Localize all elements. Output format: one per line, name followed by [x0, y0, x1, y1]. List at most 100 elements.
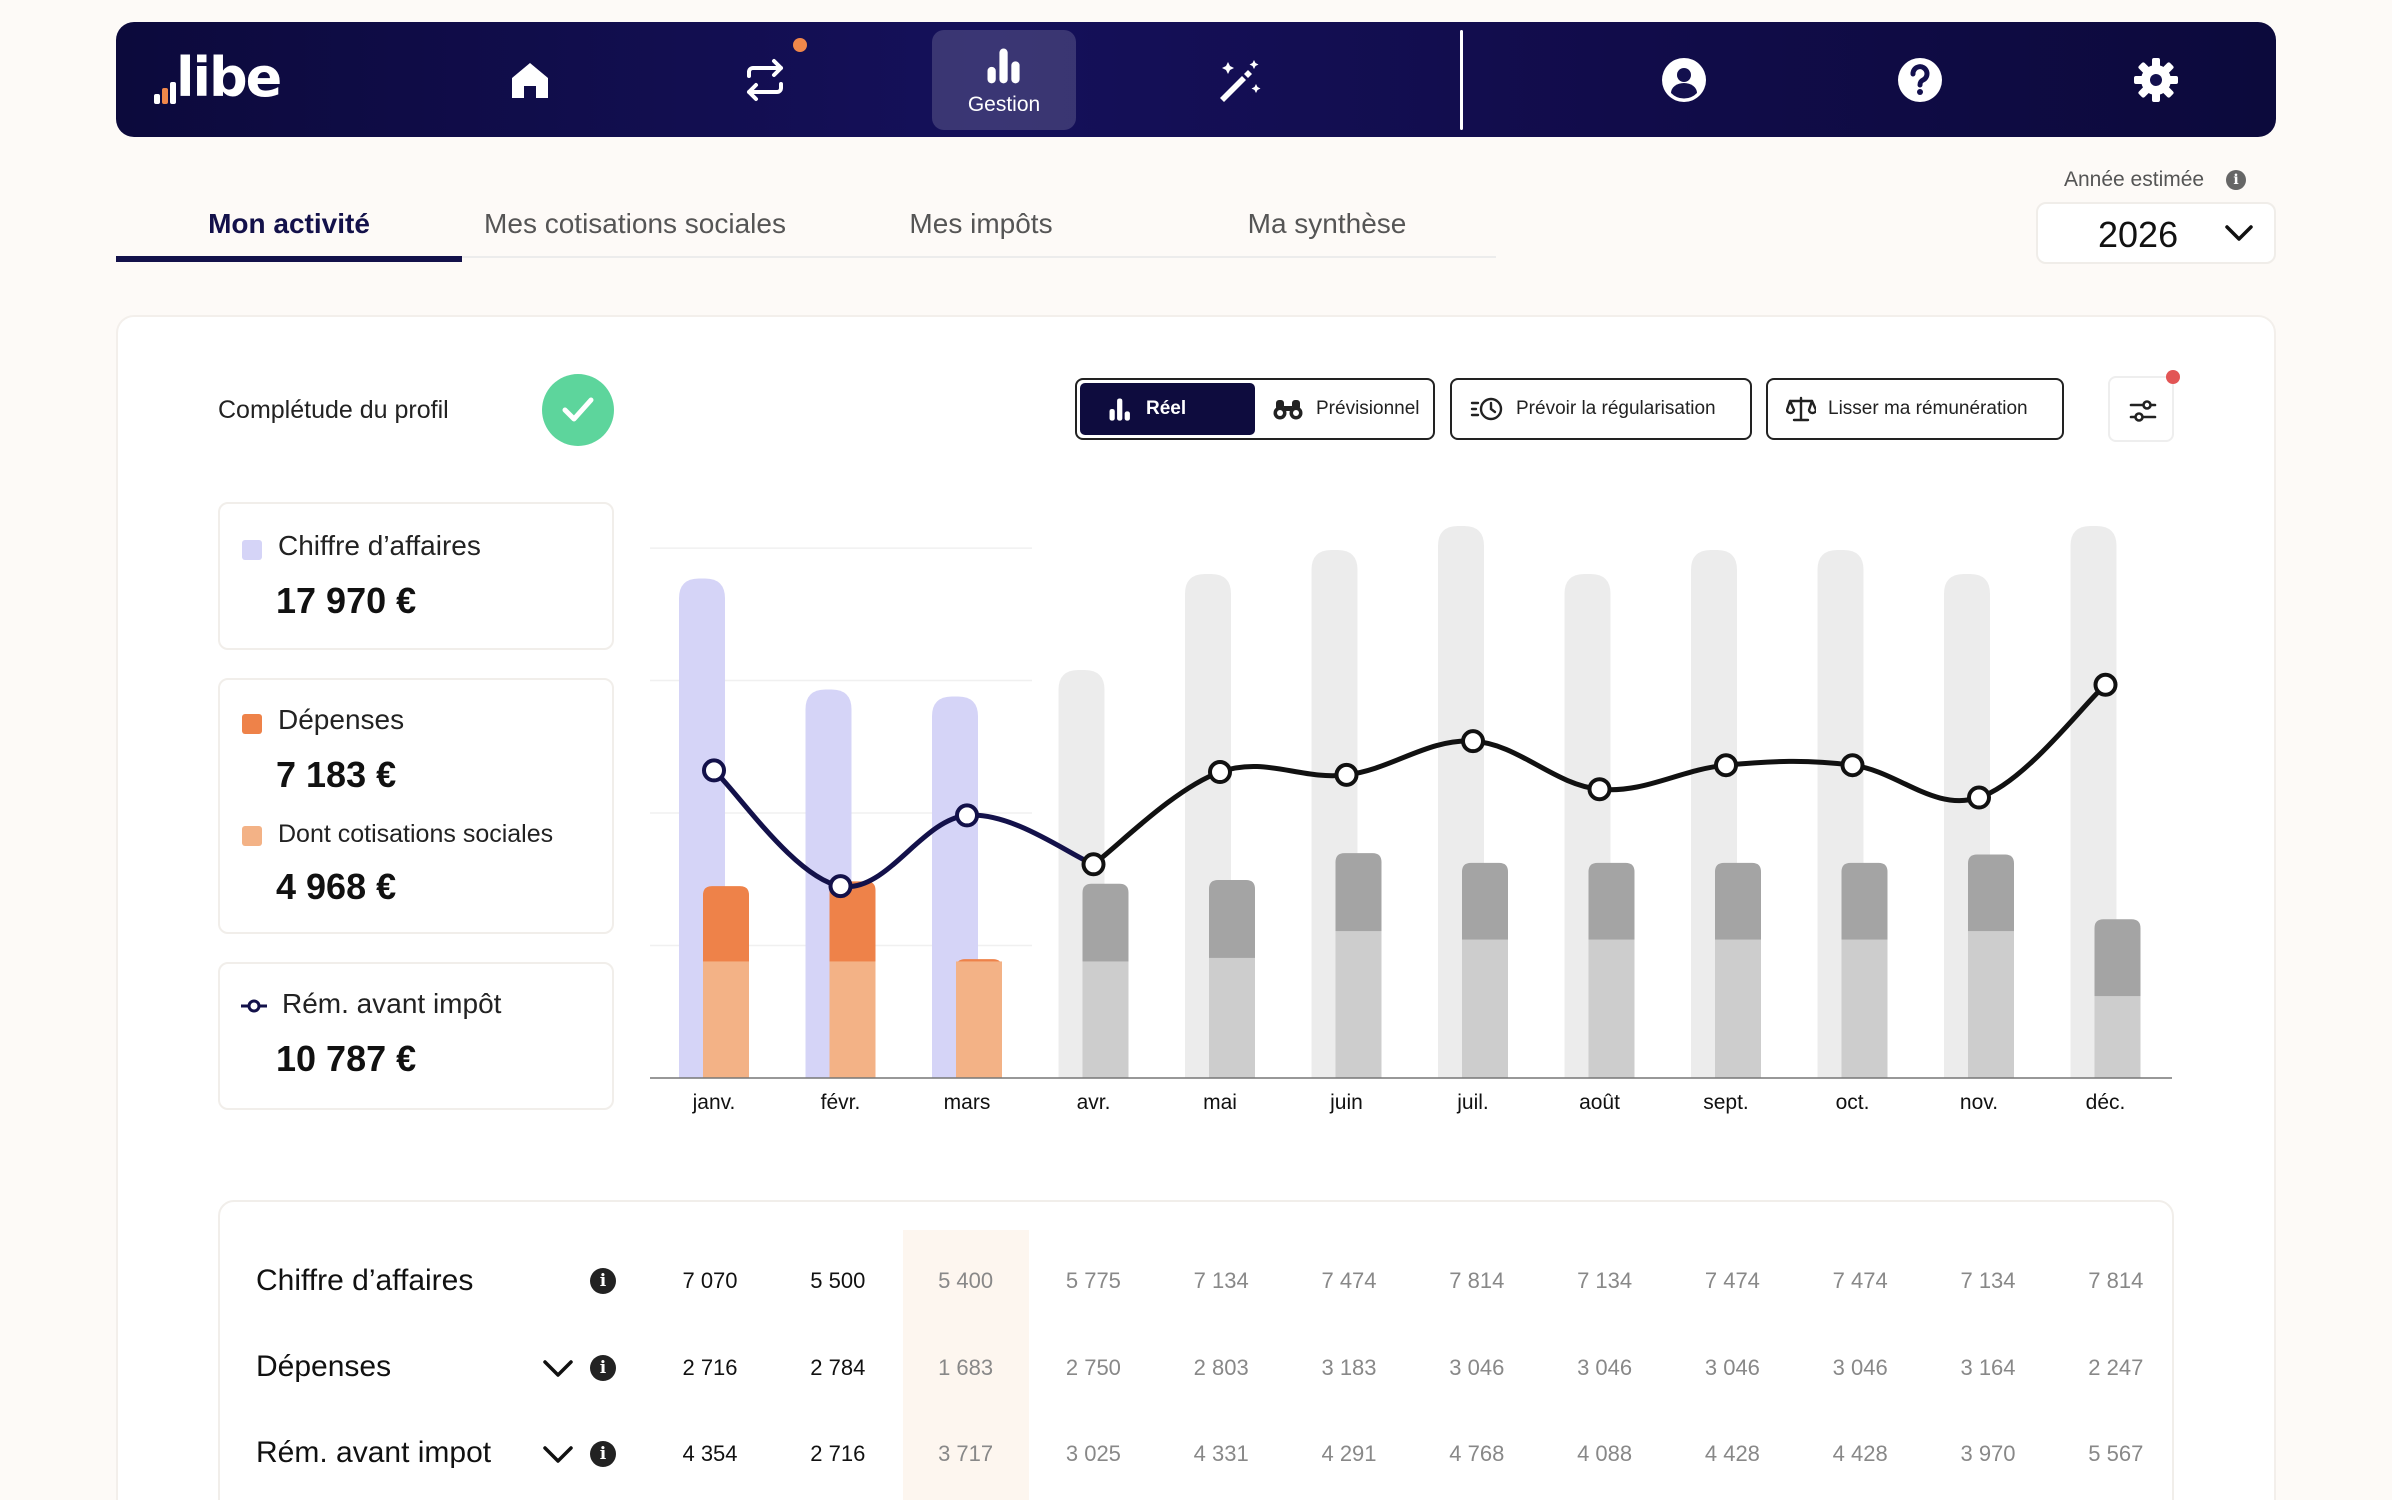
cotisations-legend-swatch	[242, 826, 262, 846]
lisser-remuneration-button[interactable]: Lisser ma rémunération	[1766, 378, 2064, 440]
table-cell: 7 474	[1832, 1268, 1888, 1293]
row-label-depenses: Dépenses	[256, 1350, 392, 1383]
ca-label: Chiffre d’affaires	[278, 530, 481, 561]
lisser-label: Lisser ma rémunération	[1828, 398, 2028, 419]
table-cell: 7 474	[1704, 1268, 1760, 1293]
nav-settings-button[interactable]	[2084, 30, 2228, 130]
month-tick-label: janv.	[692, 1091, 736, 1114]
reel-label: Réel	[1146, 398, 1187, 419]
tab-mes-impots[interactable]: Mes impôts	[909, 208, 1053, 239]
month-tick-label: août	[1579, 1091, 1620, 1114]
previsionnel-button[interactable]: Prévisionnel	[1262, 383, 1432, 435]
month-tick-label: mars	[944, 1091, 991, 1114]
cotisations-bar	[1462, 939, 1508, 1078]
nav-transactions-button[interactable]	[693, 30, 837, 130]
bar-chart-icon	[987, 48, 1020, 84]
table-cell: 4 428	[1704, 1441, 1760, 1466]
remuneration-point	[1334, 762, 1359, 787]
table-cell: 3 046	[1449, 1355, 1505, 1380]
table-cell: 4 331	[1193, 1441, 1249, 1466]
table-cell: 4 428	[1832, 1441, 1888, 1466]
table-cell: 7 134	[1193, 1268, 1249, 1293]
chevron-down-icon[interactable]	[542, 1444, 574, 1466]
table-cell: 5 775	[1065, 1268, 1121, 1293]
month-tick-label: avr.	[1077, 1091, 1111, 1114]
table-cell: 4 088	[1577, 1441, 1633, 1466]
month-tick-label: juil.	[1456, 1091, 1489, 1114]
nav-divider	[1460, 30, 1463, 130]
view-mode-toggle: Réel Prévisionnel	[1075, 378, 1435, 440]
gear-icon	[2134, 58, 2178, 102]
previsionnel-label: Prévisionnel	[1316, 398, 1420, 419]
rem-value: 10 787 €	[276, 1038, 417, 1079]
cotisations-label: Dont cotisations sociales	[278, 820, 554, 848]
nav-help-button[interactable]	[1848, 30, 1992, 130]
remuneration-point	[955, 803, 979, 828]
info-icon[interactable]: i	[590, 1268, 616, 1294]
tab-mon-activite[interactable]: Mon activité	[116, 190, 462, 262]
table-cell: 4 291	[1321, 1441, 1377, 1466]
cotisations-value: 4 968 €	[276, 866, 397, 907]
cotisations-bar	[1715, 939, 1761, 1078]
table-cell: 7 134	[1577, 1268, 1633, 1293]
table-cell: 3 046	[1832, 1355, 1888, 1380]
month-tick-label: déc.	[2086, 1091, 2126, 1114]
row-label-chiffre-affaires: Chiffre d’affaires	[256, 1264, 474, 1297]
table-cell: 4 354	[682, 1441, 738, 1466]
chevron-down-icon	[2225, 225, 2253, 241]
cotisations-bar	[2094, 996, 2141, 1078]
row-label-remuneration: Rém. avant impot	[256, 1436, 492, 1469]
cotisations-bar	[1588, 939, 1635, 1078]
transfer-arrows-icon	[747, 59, 783, 101]
filter-settings-button[interactable]	[2108, 376, 2174, 442]
profile-completion-label: Complétude du profil	[218, 396, 449, 424]
info-icon[interactable]: i	[2226, 170, 2246, 190]
rem-label: Rém. avant impôt	[282, 988, 502, 1019]
logo-bars-icon	[154, 80, 184, 104]
cotisations-bar	[1335, 931, 1382, 1078]
remuneration-point	[828, 874, 853, 899]
table-cell: 5 400	[938, 1268, 994, 1293]
regularisation-label: Prévoir la régularisation	[1516, 398, 1716, 419]
table-cell: 2 716	[682, 1355, 738, 1380]
table-cell: 3 717	[938, 1441, 994, 1466]
month-tick-label: oct.	[1836, 1091, 1870, 1114]
reel-button[interactable]: Réel	[1080, 383, 1255, 435]
month-tick-label: juin	[1329, 1091, 1363, 1114]
cotisations-bar	[1841, 939, 1888, 1078]
nav-magic-button[interactable]	[1166, 30, 1310, 130]
cotisations-bar	[829, 961, 876, 1078]
remuneration-line-real	[712, 768, 1095, 890]
remuneration-point	[1208, 760, 1232, 785]
table-cell: 7 474	[1321, 1268, 1377, 1293]
list-clock-icon	[1470, 397, 1503, 421]
tab-ma-synthese[interactable]: Ma synthèse	[1247, 208, 1407, 239]
top-navigation: libe Gestion	[116, 22, 2276, 137]
table-cell: 3 025	[1065, 1441, 1121, 1466]
tab-mes-cotisations[interactable]: Mes cotisations sociales	[484, 208, 786, 239]
nav-home-button[interactable]	[458, 30, 602, 130]
nav-account-button[interactable]	[1612, 30, 1756, 130]
table-cell: 3 046	[1577, 1355, 1633, 1380]
table-cell: 1 683	[938, 1355, 994, 1380]
remuneration-point	[1081, 852, 1106, 877]
table-cell: 3 046	[1704, 1355, 1760, 1380]
remuneration-point	[1461, 729, 1485, 754]
cotisations-bar	[1082, 961, 1129, 1078]
remuneration-point	[1840, 753, 1865, 778]
ca-legend-swatch	[242, 540, 262, 560]
nav-gestion-label: Gestion	[967, 93, 1041, 116]
nav-gestion-button[interactable]: Gestion	[932, 30, 1076, 130]
prevoir-regularisation-button[interactable]: Prévoir la régularisation	[1450, 378, 1752, 440]
table-cell: 3 164	[1960, 1355, 2016, 1380]
year-select[interactable]: 2026	[2036, 202, 2276, 264]
depenses-value: 7 183 €	[276, 754, 397, 795]
table-cell: 7 070	[682, 1268, 738, 1293]
table-cell: 3 183	[1321, 1355, 1377, 1380]
info-icon[interactable]: i	[590, 1441, 616, 1467]
table-cell: 2 247	[2088, 1355, 2144, 1380]
info-icon[interactable]: i	[590, 1355, 616, 1381]
chevron-down-icon[interactable]	[542, 1358, 574, 1380]
monthly-chart: janv. févr. mars avr. mai juin juil. août sept. o…	[650, 526, 2172, 1114]
remuneration-point	[2093, 672, 2118, 697]
